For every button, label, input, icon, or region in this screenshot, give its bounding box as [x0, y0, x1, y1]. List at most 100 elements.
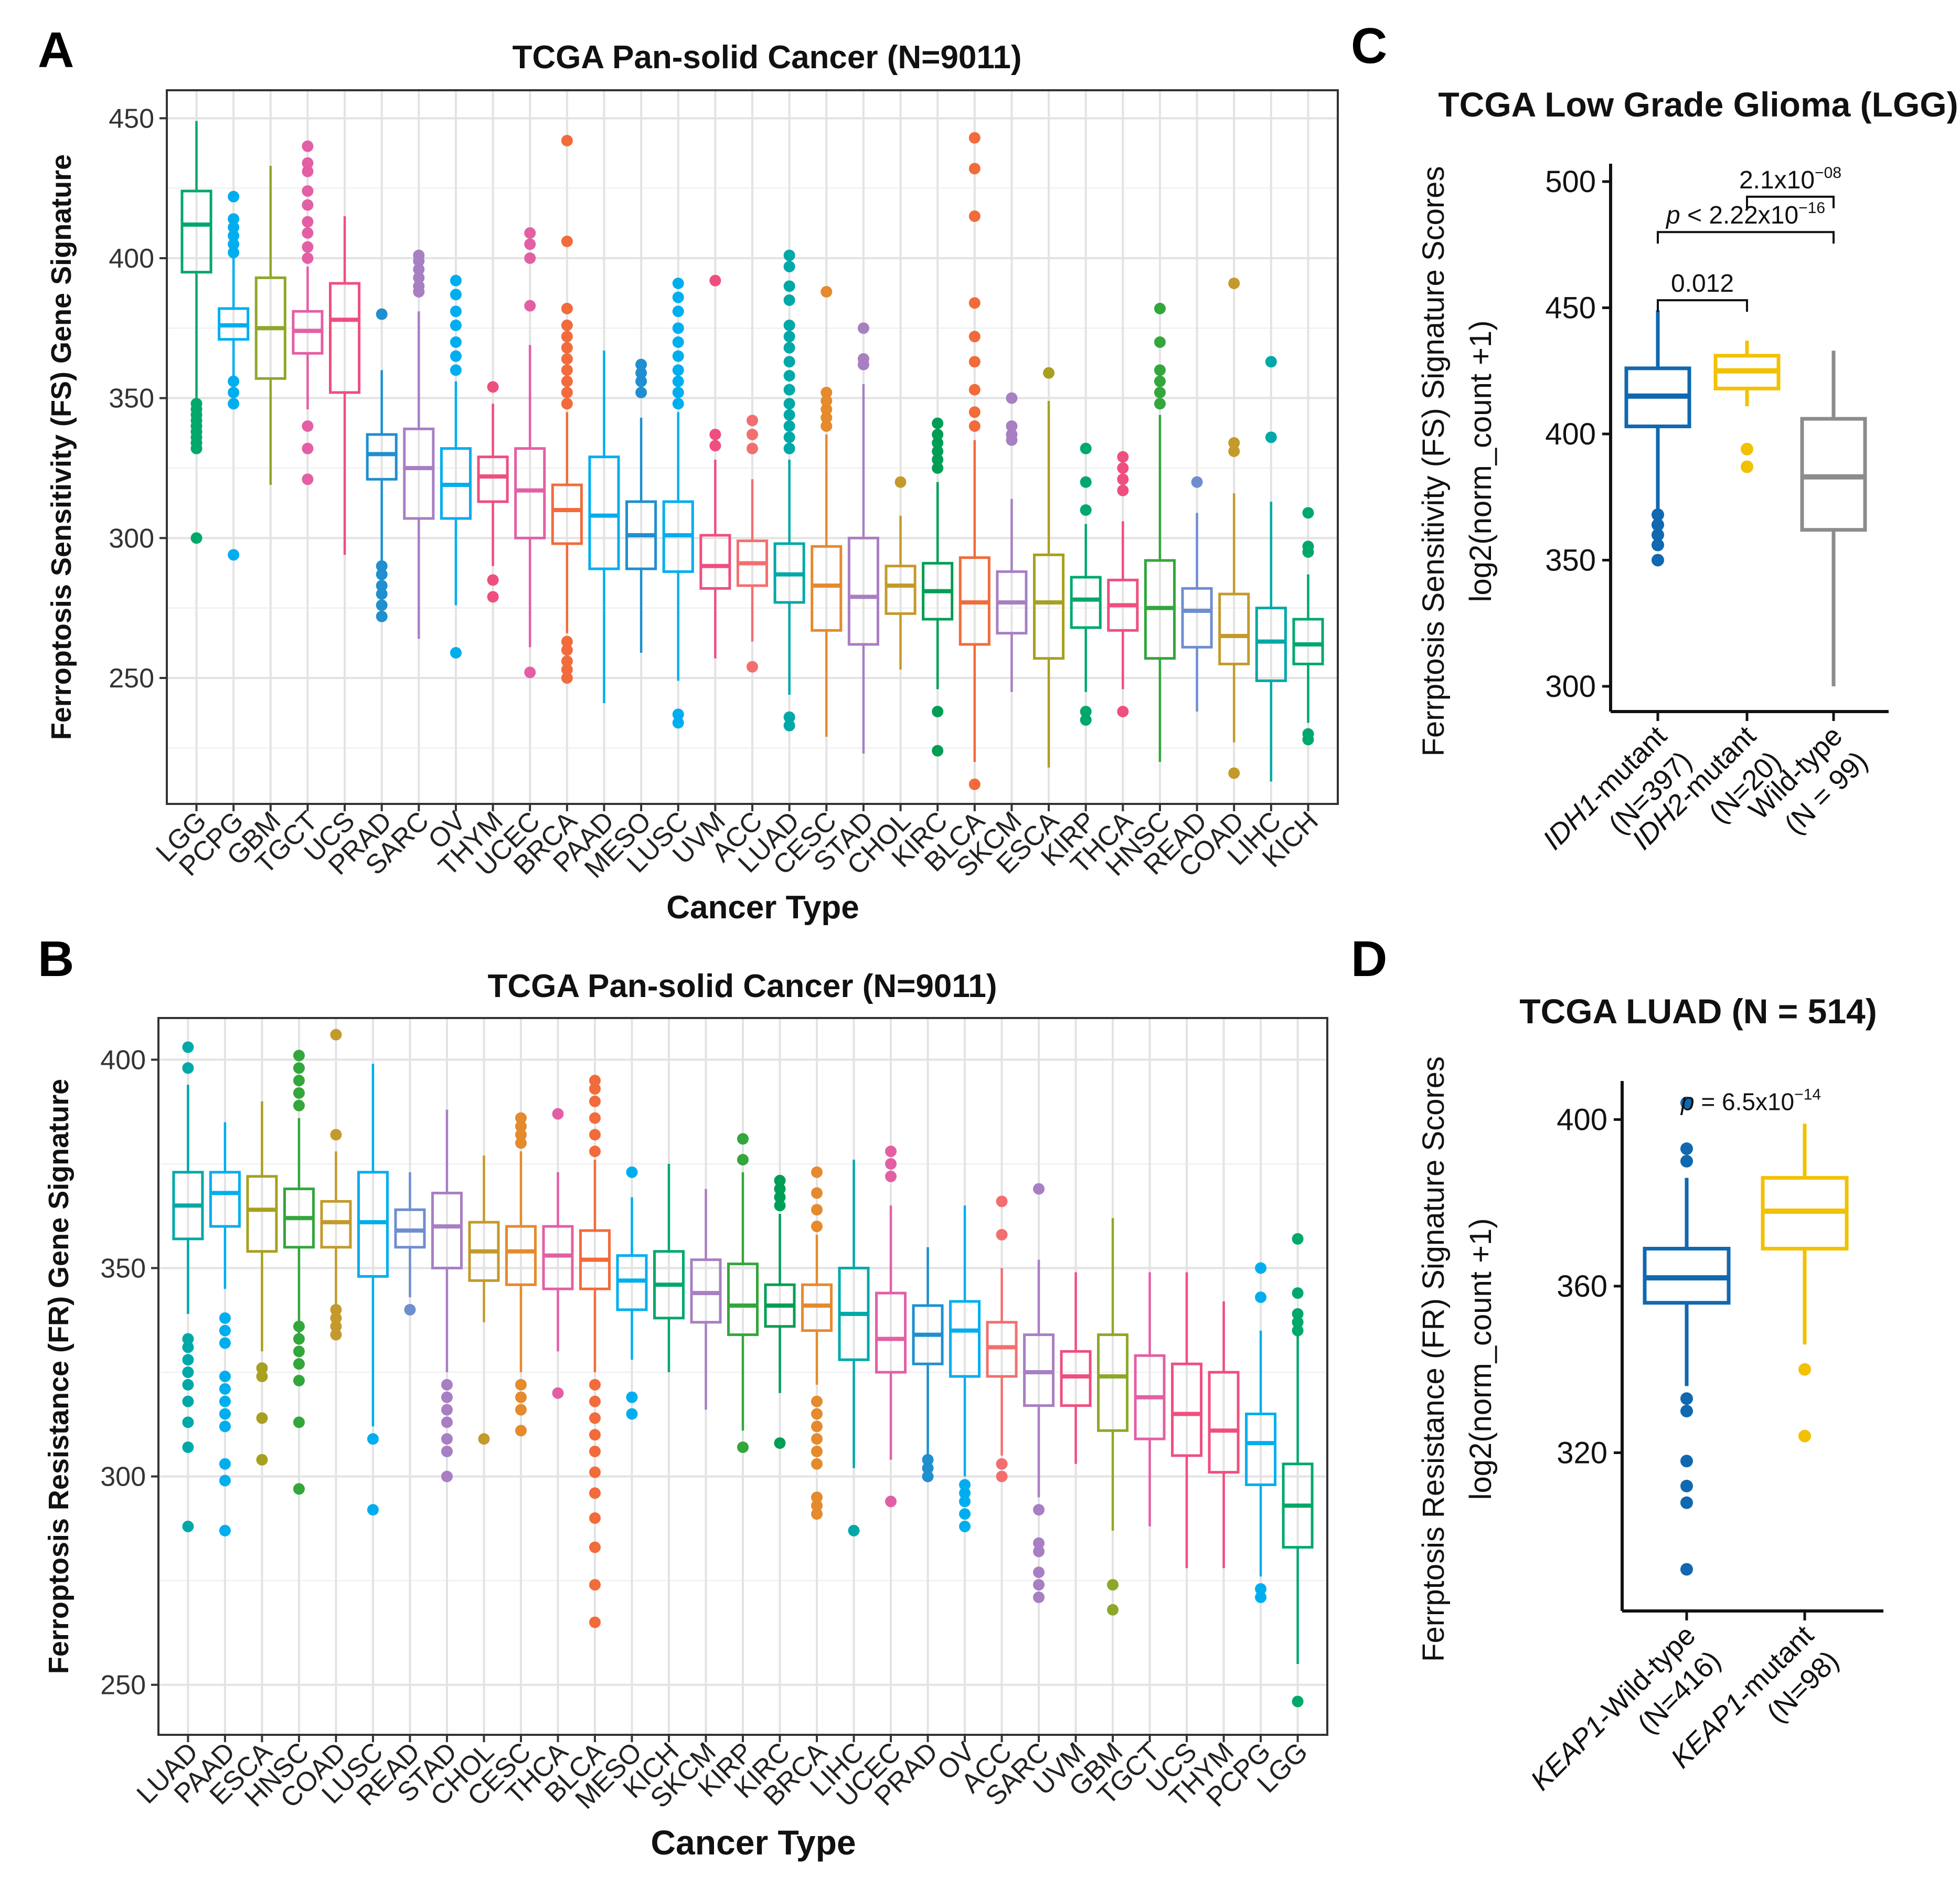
outlier-point — [968, 331, 981, 343]
outlier-point — [709, 429, 721, 440]
outlier-point — [672, 291, 684, 303]
outlier-point — [774, 1183, 786, 1195]
outlier-point — [524, 666, 536, 679]
outlier-point — [783, 249, 795, 261]
iqr-box — [551, 483, 583, 545]
outlier-point — [922, 1462, 934, 1474]
outlier-point — [302, 473, 314, 485]
y-tick-label: 300 — [100, 1462, 146, 1492]
outlier-point — [302, 157, 314, 169]
outlier-point — [561, 375, 573, 387]
outlier-point — [293, 1358, 305, 1370]
outlier-point — [219, 1383, 231, 1395]
outlier-point — [1680, 1154, 1693, 1168]
outlier-point — [932, 429, 944, 440]
outlier-point — [367, 1504, 379, 1516]
outlier-point — [228, 213, 240, 225]
box-meso — [616, 1166, 648, 1420]
box-read — [394, 1172, 426, 1316]
outlier-point — [1741, 442, 1753, 455]
outlier-point — [413, 263, 425, 275]
iqr-box — [1245, 1412, 1277, 1486]
chart-title: TCGA Pan-solid Cancer (N=9011) — [512, 39, 1021, 76]
outlier-point — [968, 778, 981, 790]
outlier-point — [561, 635, 573, 648]
panel-label-b: B — [38, 931, 74, 987]
outlier-point — [1302, 728, 1314, 740]
outlier-point — [450, 350, 462, 362]
p-value-base: < 2.22x10 — [1680, 202, 1799, 229]
outlier-point — [515, 1112, 527, 1124]
y-tick-label: 350 — [109, 384, 154, 414]
outlier-point — [515, 1137, 527, 1149]
p-value-base: = 6.5x10 — [1695, 1088, 1795, 1116]
outlier-point — [228, 221, 240, 234]
plot-frame — [166, 89, 1339, 805]
box-lusc — [662, 278, 694, 729]
box-wild-type — [1800, 351, 1867, 686]
outlier-point — [1652, 508, 1664, 521]
outlier-point — [293, 1062, 305, 1074]
outlier-point — [228, 190, 240, 203]
outlier-point — [589, 1616, 601, 1628]
outlier-point — [635, 358, 647, 370]
outlier-point — [256, 1412, 268, 1424]
outlier-point — [774, 1200, 786, 1212]
outlier-point — [1043, 367, 1055, 379]
outlier-point — [302, 140, 314, 152]
outlier-point — [1255, 1591, 1267, 1603]
outlier-point — [737, 1154, 749, 1166]
outlier-point — [561, 398, 573, 410]
outlier-point — [1033, 1545, 1045, 1557]
outlier-point — [811, 1491, 823, 1503]
iqr-box — [847, 536, 879, 646]
outlier-point — [515, 1391, 527, 1403]
box-kirp — [1070, 442, 1102, 726]
box-paad — [209, 1122, 241, 1536]
iqr-box — [246, 1175, 278, 1253]
outlier-point — [219, 1408, 231, 1420]
box-thca — [1107, 451, 1139, 717]
outlier-point — [376, 610, 388, 622]
box-blca — [958, 132, 990, 790]
significance-label: p = 6.5x10−14 — [1680, 1086, 1821, 1116]
outlier-point — [783, 442, 795, 454]
iqr-box — [514, 447, 546, 539]
outlier-point — [635, 375, 647, 387]
iqr-box — [180, 189, 212, 274]
outlier-point — [256, 1371, 268, 1382]
outlier-point — [1117, 451, 1129, 463]
outlier-point — [968, 420, 981, 432]
outlier-point — [1117, 473, 1129, 485]
box-lgg — [180, 121, 212, 544]
outlier-point — [330, 1320, 342, 1332]
outlier-point — [1228, 278, 1240, 289]
outlier-point — [1680, 1496, 1693, 1509]
outlier-point — [589, 1129, 601, 1141]
outlier-point — [228, 549, 240, 561]
box-esca — [246, 1101, 278, 1466]
box-pcpg — [1245, 1262, 1277, 1603]
outlier-point — [219, 1337, 231, 1349]
outlier-point — [515, 1379, 527, 1391]
outlier-point — [441, 1433, 453, 1445]
box-acc — [736, 415, 769, 673]
outlier-point — [672, 708, 684, 720]
iqr-box — [885, 565, 917, 615]
outlier-point — [441, 1470, 453, 1482]
box-lusc — [357, 1064, 389, 1516]
outlier-point — [1154, 336, 1166, 348]
box-coad — [1218, 278, 1250, 779]
outlier-point — [561, 353, 573, 365]
outlier-point — [589, 1379, 601, 1391]
y-tick-label: 250 — [109, 663, 154, 694]
outlier-point — [1652, 528, 1664, 542]
iqr-box — [1255, 607, 1287, 682]
outlier-point — [487, 574, 499, 586]
outlier-point — [302, 199, 314, 211]
outlier-point — [811, 1458, 823, 1470]
box-lgg — [1282, 1233, 1314, 1708]
box-stad — [847, 322, 879, 754]
outlier-point — [219, 1458, 231, 1470]
outlier-point — [524, 300, 536, 312]
